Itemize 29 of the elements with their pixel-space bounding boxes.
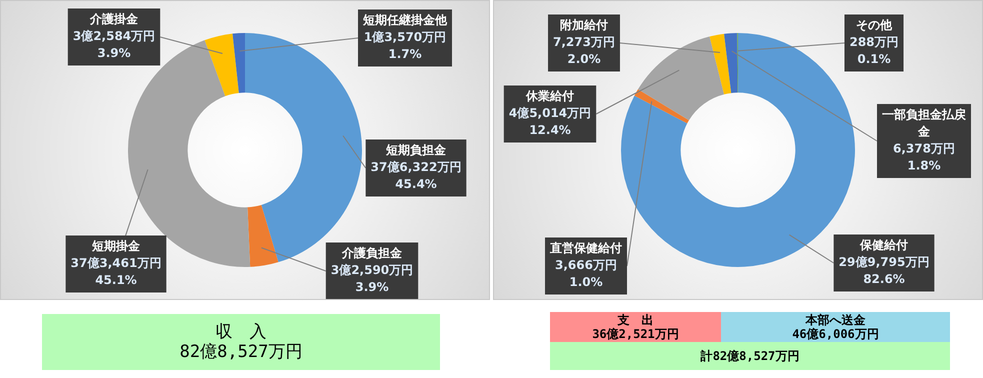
data-label: 1億3,570万円 1.7%: [364, 30, 446, 62]
text: 収 入: [216, 322, 266, 342]
data-label: 7,273万円 2.0%: [553, 35, 615, 66]
data-label: 29億9,795万円 82.6%: [838, 255, 930, 286]
data-label: 37億3,461万円 45.1%: [70, 256, 162, 288]
slice-label: 短期負担金: [385, 143, 447, 158]
text: 82億8,527万円: [180, 342, 302, 362]
data-label: 3億2,590万円 3.9%: [330, 263, 414, 294]
slice-label: 介護負担金: [341, 246, 403, 260]
slice-label: 短期任継掛金他: [362, 13, 448, 28]
slice-label: 保健給付: [859, 238, 908, 252]
slice-label: 短期掛金: [91, 239, 141, 254]
slice-label: 休業給付: [525, 89, 574, 104]
slice-label: 附加給付: [560, 18, 608, 32]
text: 46億6,006万円: [792, 327, 879, 342]
slice-label: 一部負担金払戻金: [882, 108, 967, 139]
text: 36億2,521万円: [592, 327, 679, 342]
data-label: 37億6,322万円 45.4%: [370, 160, 462, 192]
data-label: 6,378万円 1.8%: [893, 142, 955, 173]
data-label: 3,666万円 1.0%: [555, 258, 617, 290]
slice-label: その他: [856, 18, 893, 32]
slice-label: 介護掛金: [89, 12, 139, 26]
text: 支 出: [618, 312, 654, 327]
text: 計82億8,527万円: [700, 348, 800, 364]
data-label: 3億2,584万円 3.9%: [72, 29, 156, 60]
data-label: 4億5,014万円 12.4%: [508, 106, 592, 138]
slice-label: 直営保健給付: [549, 241, 622, 256]
text: 本部へ送金: [806, 312, 866, 327]
data-label: 288万円 0.1%: [849, 35, 899, 66]
